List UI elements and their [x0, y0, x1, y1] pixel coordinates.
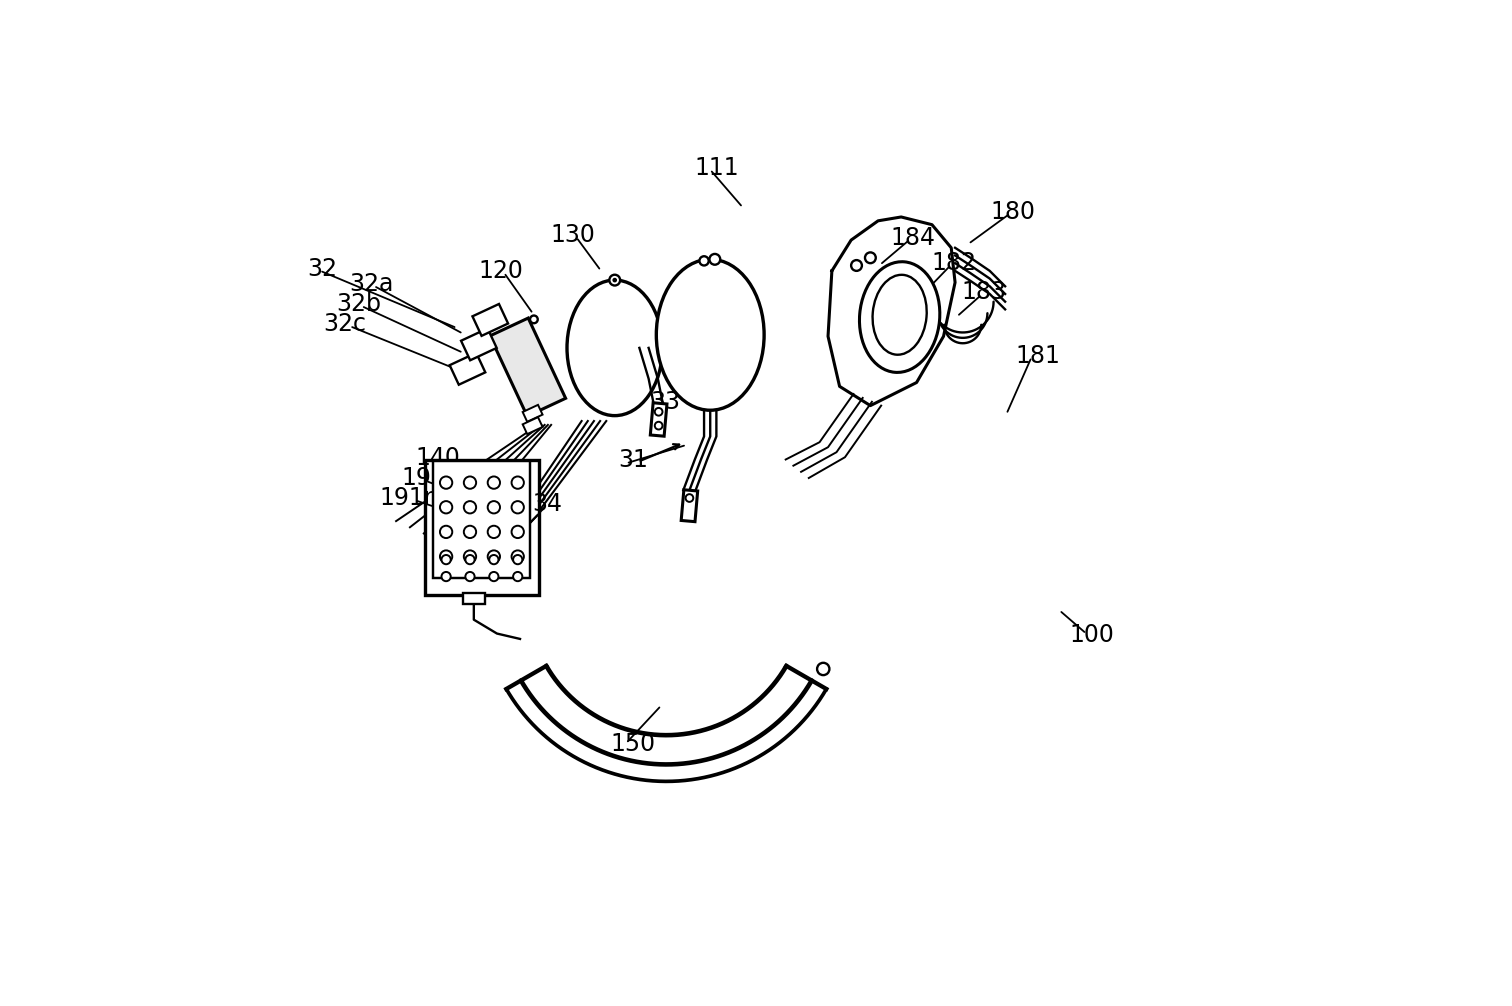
Polygon shape: [682, 490, 697, 522]
Circle shape: [490, 555, 499, 564]
Ellipse shape: [567, 280, 662, 415]
Text: 150: 150: [611, 732, 656, 757]
Circle shape: [851, 261, 862, 271]
Text: 183: 183: [962, 280, 1007, 304]
Circle shape: [609, 275, 620, 286]
Ellipse shape: [872, 275, 927, 355]
Text: 32c: 32c: [324, 312, 367, 336]
Circle shape: [612, 278, 617, 283]
Circle shape: [488, 550, 500, 562]
Circle shape: [511, 477, 523, 489]
Text: 191n: 191n: [380, 486, 438, 510]
Ellipse shape: [859, 262, 940, 372]
Text: 34: 34: [532, 492, 562, 516]
Circle shape: [655, 422, 662, 430]
Circle shape: [464, 526, 476, 538]
Circle shape: [442, 555, 451, 564]
Circle shape: [440, 477, 452, 489]
Circle shape: [440, 526, 452, 538]
Text: 32a: 32a: [349, 272, 393, 296]
Text: 31: 31: [618, 448, 649, 472]
Circle shape: [464, 550, 476, 562]
Circle shape: [464, 501, 476, 513]
Polygon shape: [463, 593, 485, 604]
Circle shape: [464, 477, 476, 489]
Circle shape: [513, 572, 522, 581]
Circle shape: [511, 550, 523, 562]
Polygon shape: [461, 328, 497, 360]
Polygon shape: [490, 318, 565, 416]
Polygon shape: [650, 402, 667, 437]
Polygon shape: [425, 460, 538, 595]
Circle shape: [442, 572, 451, 581]
Text: 130: 130: [550, 222, 596, 246]
Polygon shape: [472, 304, 508, 336]
Circle shape: [655, 407, 662, 415]
Polygon shape: [523, 417, 543, 435]
Text: 32: 32: [307, 257, 337, 281]
Text: 184: 184: [891, 225, 936, 249]
Text: 181: 181: [1016, 344, 1061, 367]
Circle shape: [513, 555, 522, 564]
Polygon shape: [432, 461, 531, 578]
Polygon shape: [523, 404, 543, 422]
Text: 33: 33: [650, 389, 680, 413]
Circle shape: [511, 501, 523, 513]
Text: 190: 190: [401, 466, 446, 490]
Circle shape: [440, 501, 452, 513]
Circle shape: [685, 494, 694, 502]
Text: 111: 111: [694, 157, 739, 180]
Circle shape: [700, 257, 709, 266]
Text: 180: 180: [990, 199, 1036, 223]
Circle shape: [488, 501, 500, 513]
Circle shape: [531, 316, 538, 323]
Text: 120: 120: [478, 259, 523, 283]
Circle shape: [709, 254, 720, 265]
Circle shape: [466, 572, 475, 581]
Circle shape: [816, 663, 830, 675]
Circle shape: [511, 526, 523, 538]
Text: 182: 182: [931, 252, 977, 276]
Ellipse shape: [656, 260, 764, 410]
Text: 100: 100: [1069, 623, 1114, 647]
Circle shape: [865, 253, 875, 264]
Text: 32b: 32b: [336, 292, 381, 316]
Circle shape: [488, 526, 500, 538]
Polygon shape: [449, 353, 485, 384]
Text: 140: 140: [416, 446, 460, 470]
Circle shape: [440, 550, 452, 562]
Circle shape: [488, 477, 500, 489]
Circle shape: [490, 572, 499, 581]
Circle shape: [466, 555, 475, 564]
